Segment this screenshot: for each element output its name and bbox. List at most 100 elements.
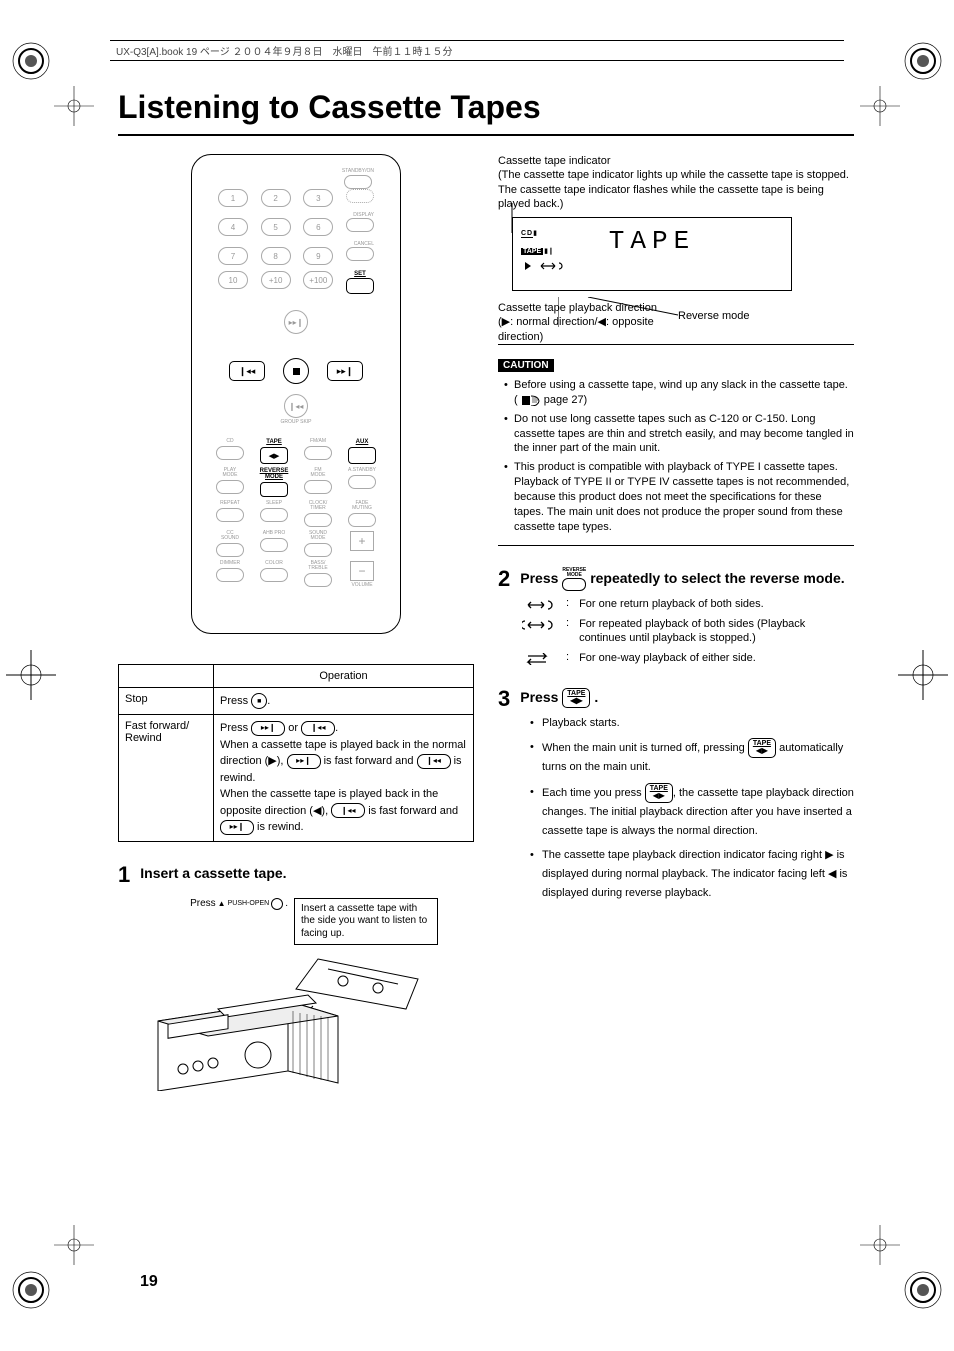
astandby-label: A.STANDBY: [348, 468, 376, 473]
step3-body: •Playback starts.•When the main unit is …: [530, 714, 854, 903]
prev-icon: ❙◂◂: [331, 803, 365, 818]
basstreble-label: BASS/ TREBLE: [308, 561, 327, 571]
display-tape-text: TAPE: [609, 226, 695, 256]
dimmer-button: [216, 568, 244, 582]
basstreble-button: [304, 573, 332, 587]
page-title: Listening to Cassette Tapes: [118, 89, 894, 126]
prev-button: ❙◂◂: [229, 361, 265, 381]
vol-down: −: [350, 561, 374, 581]
step3-bullet: •Playback starts.: [530, 714, 854, 733]
cd-button: [216, 446, 244, 460]
num-7: 7: [218, 247, 248, 265]
caution-item: Before using a cassette tape, wind up an…: [504, 378, 854, 408]
standby-label: STANDBY/ON: [342, 169, 374, 174]
title-rule: [118, 134, 854, 136]
num-10: 10: [218, 271, 248, 289]
ahbpro-button: [260, 538, 288, 552]
registration-mark: [898, 36, 948, 86]
playmode-label: PLAY MODE: [223, 468, 238, 478]
display-icons: [525, 260, 783, 271]
cd-indicator: CD: [521, 230, 533, 238]
ops-row-op: Press ▸▸❙ or ❙◂◂. When a cassette tape i…: [214, 715, 474, 842]
fademute-button: [348, 513, 376, 527]
color-label: COLOR: [265, 561, 283, 566]
num-9: 9: [303, 247, 333, 265]
display-panel: CD▮ TAPE▮❙ TAPE: [512, 217, 792, 291]
fademute-label: FADE MUTING: [352, 501, 372, 511]
stop-button: [283, 358, 309, 384]
page-number: 19: [140, 1273, 158, 1291]
ccsound-label: CC SOUND: [221, 531, 239, 541]
tape-indicator: TAPE: [521, 248, 543, 255]
leader-lines-2: [558, 297, 738, 337]
step-title: Insert a cassette tape.: [140, 864, 474, 882]
down-button: ❙◂◂: [284, 394, 308, 418]
fmam-button: [304, 446, 332, 460]
ops-row-label: Fast forward/ Rewind: [119, 715, 214, 842]
volume-label: VOLUME: [351, 583, 372, 588]
up-button: ▸▸❙: [284, 310, 308, 334]
prev-icon: ❙◂◂: [301, 721, 335, 736]
registration-mark: [6, 650, 56, 700]
step-title: Press REVERSE MODE repeatedly to select …: [520, 568, 854, 591]
num-5: 5: [261, 218, 291, 236]
tape-button-icon: TAPE◀▶: [748, 738, 776, 758]
mode-icon-oneway: [522, 651, 556, 665]
clocktimer-button: [304, 513, 332, 527]
fmam-label: FM/AM: [310, 439, 326, 444]
ops-header: Operation: [214, 665, 474, 688]
cd-label: CD: [226, 439, 233, 444]
num-6: 6: [303, 218, 333, 236]
next-icon: ▸▸❙: [251, 721, 285, 736]
tape-button: ◀▶: [260, 447, 288, 464]
sleep-label: SLEEP: [266, 501, 282, 506]
fmmode-label: FM MODE: [311, 468, 326, 478]
dimmer-label: DIMMER: [220, 561, 240, 566]
soundmode-button: [304, 543, 332, 557]
remote-diagram: STANDBY/ON 1 2 3 DISPLAY 4 5 6 CANCEL: [191, 154, 401, 634]
left-column: STANDBY/ON 1 2 3 DISPLAY 4 5 6 CANCEL: [118, 154, 474, 1091]
repeat-label: REPEAT: [220, 501, 240, 506]
mode-text: For repeated playback of both sides (Pla…: [579, 617, 854, 646]
playmode-button: [216, 480, 244, 494]
group-skip-label: GROUP SKIP: [204, 420, 388, 425]
right-column: Cassette tape indicator (The cassette ta…: [498, 154, 854, 1091]
tape-label: TAPE: [266, 439, 282, 445]
caution-list: Before using a cassette tape, wind up an…: [504, 378, 854, 534]
display-button: [346, 218, 374, 232]
revmode-button: [260, 482, 288, 497]
next-icon: ▸▸❙: [287, 754, 321, 769]
step-number: 2: [498, 568, 510, 590]
cassette-indicator-label: Cassette tape indicator: [498, 154, 854, 168]
step-title: Press TAPE◀▶ .: [520, 688, 854, 708]
press-label: Press ▲ PUSH-OPEN .: [190, 898, 288, 910]
standby-button: [344, 175, 372, 189]
step-number: 1: [118, 864, 130, 886]
step3-bullet: •Each time you press TAPE◀▶, the cassett…: [530, 783, 854, 840]
cassette-indicator-text: (The cassette tape indicator lights up w…: [498, 168, 854, 211]
step3-bullet: •The cassette tape playback direction in…: [530, 846, 854, 902]
ops-row-op: Press ■.: [214, 688, 474, 715]
num-8: 8: [261, 247, 291, 265]
set-label: SET: [354, 271, 366, 277]
num-2: 2: [261, 189, 291, 207]
tape-button-icon: TAPE◀▶: [562, 688, 590, 708]
aux-label: AUX: [356, 439, 369, 445]
mode-icon-repeat: [522, 617, 556, 631]
ahbpro-label: AHB PRO: [263, 531, 286, 536]
aux-button: [348, 447, 376, 464]
mode-text: For one-way playback of either side.: [579, 651, 854, 665]
caution-item: Do not use long cassette tapes such as C…: [504, 412, 854, 457]
operations-table: Operation Stop Press ■. Fast forward/ Re…: [118, 664, 474, 842]
cancel-button: [346, 247, 374, 261]
repeat-button: [216, 508, 244, 522]
next-button: ▸▸❙: [327, 361, 363, 381]
num-1: 1: [218, 189, 248, 207]
prev-icon: ❙◂◂: [417, 754, 451, 769]
next-icon: ▸▸❙: [220, 820, 254, 835]
soundmode-label: SOUND MODE: [309, 531, 327, 541]
page-ref-icon: [521, 395, 541, 406]
registration-mark: [6, 36, 56, 86]
registration-mark: [898, 1265, 948, 1315]
set-button: [346, 278, 374, 294]
